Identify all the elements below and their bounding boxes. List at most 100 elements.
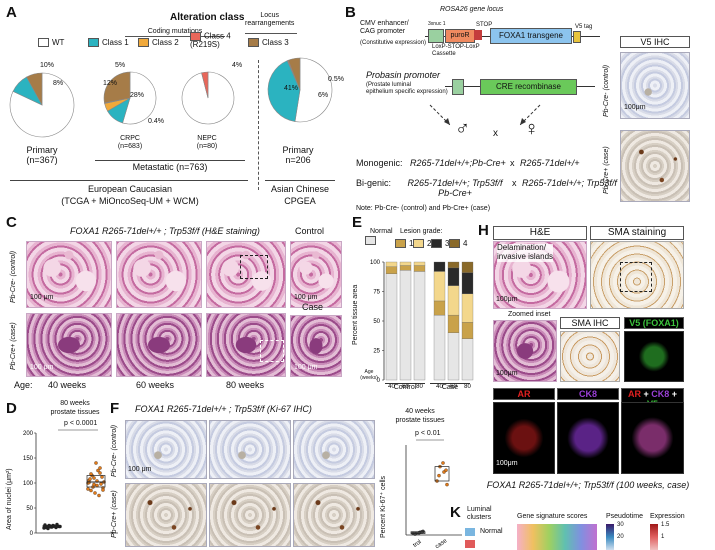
e-bar-5-seg-4 xyxy=(461,261,474,273)
d-title-2: prostate tissues xyxy=(50,409,100,416)
panel-c-title: FOXA1 R265-71del+/+ ; Trp53f/f (H&E stai… xyxy=(70,226,260,236)
f-point-1-3 xyxy=(445,482,449,487)
e-bar-4-seg-1 xyxy=(447,314,460,333)
age-label: Age: xyxy=(14,380,33,390)
h-v5-fluor-image xyxy=(624,331,684,382)
f-point-1-4 xyxy=(441,461,445,465)
h-sma-title: SMA staining xyxy=(590,226,684,240)
cohort-divider xyxy=(258,60,259,190)
probasin-sub: (Prostate luminal epithelium specific ex… xyxy=(366,82,448,95)
d-ytick-label-2: 100 xyxy=(23,481,34,487)
panel-label-f: F xyxy=(110,400,120,417)
panel-label-b: B xyxy=(345,4,356,21)
pie-1-slice-1 xyxy=(9,72,75,138)
f-pval: p < 0.01 xyxy=(415,430,441,437)
e-xtick-5: 80 xyxy=(464,384,471,390)
metastatic-label: Metastatic (n=763) xyxy=(132,162,208,172)
e-xtick-3: 40 xyxy=(436,384,443,390)
ck8-title: CK8 xyxy=(557,388,619,401)
f-xtick-0: trol xyxy=(412,539,422,549)
pie4-name: Primary n=206 xyxy=(282,145,314,166)
d-point-1-12 xyxy=(88,477,92,481)
d-point-1-21 xyxy=(98,466,102,470)
h-sma-ihc-image xyxy=(560,331,620,382)
e-bar-4-seg-2 xyxy=(447,285,460,316)
mono-x: x xyxy=(510,158,515,168)
cross-arrows xyxy=(429,104,541,126)
pb-box xyxy=(452,79,464,95)
legend-grade-3: 3 xyxy=(431,239,449,249)
legend-class1: Class 1 xyxy=(88,38,129,48)
d-pval: p < 0.0001 xyxy=(64,420,98,427)
e-agelabel: Age (weeks) xyxy=(360,369,378,381)
metastatic-bracket xyxy=(95,160,245,161)
legend-class2: Class 2 xyxy=(138,38,179,48)
cag-promoter: CMV enhancer/ CAG promoter xyxy=(360,20,409,35)
pie-2-slice-1 xyxy=(122,71,157,125)
e-bar-5-seg-3 xyxy=(461,272,474,295)
e-bar-4-seg-4 xyxy=(447,261,460,269)
k-expression-label: Expression xyxy=(650,513,685,520)
coding-mutations-label: Coding mutations xyxy=(125,28,225,37)
mono-left: R265-71del+/+;Pb-Cre+ xyxy=(410,158,506,168)
pie2-label-5: 5% xyxy=(115,62,126,69)
case-inset-label: Case xyxy=(302,302,324,312)
k-ex-tick-1: 1.5 xyxy=(661,522,670,528)
c-scale-3: 100 μm xyxy=(30,364,54,371)
e-bars: 40 60 80 40 60 80 xyxy=(385,261,474,390)
e-ytick-label-4: 100 xyxy=(370,260,381,266)
d-point-1-9 xyxy=(96,468,100,473)
pie-4-slice-1 xyxy=(294,57,333,123)
e-ytick-label-2: 50 xyxy=(373,319,380,325)
age-40w: 40 weeks xyxy=(48,380,87,390)
d-ytick-label-1: 50 xyxy=(26,506,33,512)
intron-label: 3xnuc 1 xyxy=(428,21,446,27)
mono-label: Monogenic: xyxy=(356,158,403,168)
pie-4-slice-4 xyxy=(287,57,301,91)
control-inset-label: Control xyxy=(295,226,325,236)
female-icon: ♀ xyxy=(524,118,539,140)
e-ytick-label-0: 0 xyxy=(377,378,381,384)
pie-2-slice-5 xyxy=(103,71,131,104)
v5-ctrl-rowlabel: Pb-Cre- (control) xyxy=(603,64,610,117)
e-bar-5-seg-0 xyxy=(461,338,474,381)
ar-title: AR xyxy=(493,388,555,401)
e-bar-3-seg-3 xyxy=(433,261,446,272)
cohort1-bracket xyxy=(10,180,248,181)
f-point-0-5 xyxy=(413,532,417,536)
d-point-1-18 xyxy=(89,472,93,476)
v5tag-box xyxy=(573,31,581,43)
d-point-1-2 xyxy=(92,476,96,480)
he-case-80w xyxy=(206,313,286,377)
he-control-inset xyxy=(290,241,342,308)
stop-box xyxy=(474,30,482,40)
delam-label: Delamination/ invasive islands xyxy=(497,243,554,262)
case-zoom-box xyxy=(260,340,284,362)
cohort2-bracket xyxy=(265,180,335,181)
legend-grade-2: 2 xyxy=(413,239,431,249)
f-case-rowlabel: Pb-Cre+ (case) xyxy=(111,490,118,538)
ki67-case-2 xyxy=(209,483,291,547)
pie-1-slice-3 xyxy=(26,72,43,106)
pie-4-slice-2 xyxy=(267,60,301,122)
f-side-title-1: 40 weeks xyxy=(405,408,435,415)
c-ctrl-rowlabel: Pb-Cre- (control) xyxy=(10,250,17,303)
e-bar-3-seg-1 xyxy=(433,300,446,316)
panel-label-e: E xyxy=(352,214,363,231)
e-bar-0-seg-2 xyxy=(385,261,398,267)
d-point-1-10 xyxy=(99,482,103,486)
d-point-1-22 xyxy=(101,488,105,492)
e-bar-0-seg-1 xyxy=(385,266,398,274)
e-bar-4-seg-3 xyxy=(447,267,460,286)
k-pseudotime-label: Pseudotime xyxy=(606,513,643,520)
k-normal-label: Normal xyxy=(480,528,503,535)
h-merge-fluor-image xyxy=(621,402,684,474)
ki67-chart: trol case xyxy=(405,439,462,550)
ki67-control-2 xyxy=(209,420,291,479)
lsl-cassette: LoxP-STOP-LoxP Cassette xyxy=(432,44,480,57)
e-xtick-1: 60 xyxy=(402,384,409,390)
cre-box: CRE recombinase xyxy=(480,79,577,95)
probasin-promoter: Probasin promoter xyxy=(366,70,441,80)
d-ytick-label-4: 200 xyxy=(23,431,34,437)
pie2-label-04: 0.4% xyxy=(148,118,164,125)
